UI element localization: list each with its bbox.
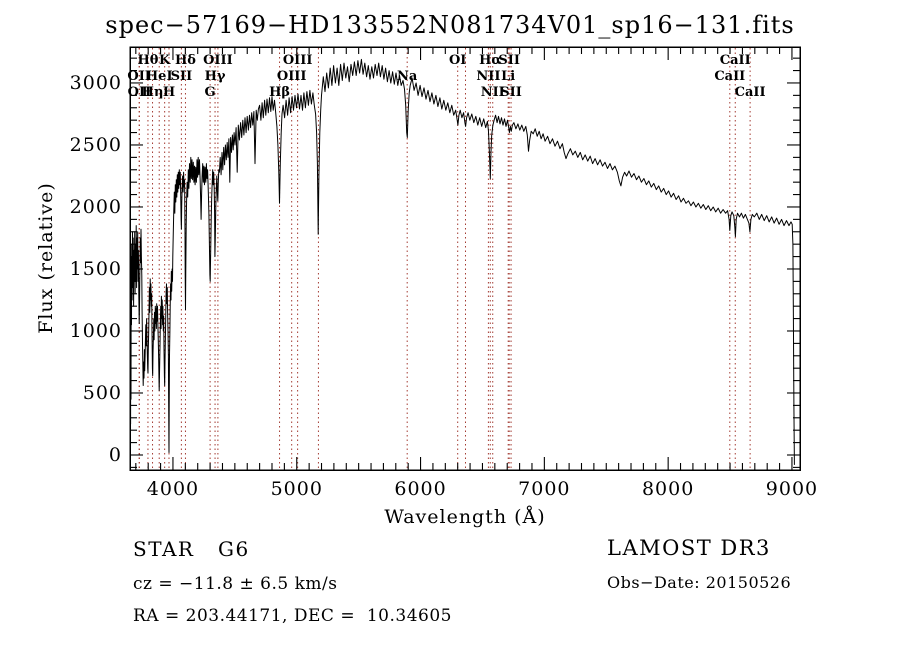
spectral-line-label: NII xyxy=(476,69,500,84)
plot-frame xyxy=(129,46,801,471)
spectral-line-label: Hβ xyxy=(269,85,290,100)
survey-label: LAMOST DR3 xyxy=(607,536,771,560)
spectral-line-label: Hη xyxy=(142,85,164,100)
x-axis-ticks xyxy=(135,47,793,470)
spectral-line-label: CaII xyxy=(720,53,751,68)
y-axis-label: Flux (relative) xyxy=(35,182,57,334)
spectral-line-label: Li xyxy=(501,69,515,84)
spectral-line-label: HeI xyxy=(146,69,173,84)
spectrum-trace xyxy=(129,58,795,465)
plot-title: spec−57169−HD133552N081734V01_sp16−131.f… xyxy=(105,11,795,39)
y-tick-labels: 0 500 1000 1500 2000 2500 3000 xyxy=(70,72,122,466)
spectral-line-label: Hθ xyxy=(137,53,158,68)
x-tick-label: 6000 xyxy=(394,478,446,500)
spectral-line-label: OIII xyxy=(277,69,307,84)
x-tick-label: 8000 xyxy=(642,478,694,500)
y-tick-label: 2000 xyxy=(70,196,122,218)
y-tick-label: 1000 xyxy=(70,320,122,342)
spectral-line-label: CaII xyxy=(714,69,745,84)
spectral-line-label: SII xyxy=(498,53,520,68)
spectral-line-label: OI xyxy=(449,53,466,68)
spectral-line-label: CaII xyxy=(735,85,766,100)
x-tick-label: 7000 xyxy=(518,478,570,500)
spectral-line-label: NII xyxy=(481,85,505,100)
spectral-line-label: K xyxy=(159,53,171,68)
spectral-line-labels: OIIOIIHθHηHeIKHSIIHδGHγOIIIHβOIIIOIIINaO… xyxy=(127,53,765,100)
ra-dec-label: RA = 203.44171, DEC = 10.34605 xyxy=(133,606,452,626)
y-tick-label: 3000 xyxy=(70,72,122,94)
spectral-line-label: Hγ xyxy=(205,69,226,84)
spectral-line-label: OII xyxy=(128,85,152,100)
x-tick-labels: 4000 5000 6000 7000 8000 9000 xyxy=(147,478,818,500)
spectral-line-label: G xyxy=(205,85,216,100)
object-class-label: STAR G6 xyxy=(133,537,250,561)
x-axis-label: Wavelength (Å) xyxy=(384,506,546,528)
y-tick-label: 500 xyxy=(83,382,122,404)
spectral-line-label: Hδ xyxy=(175,53,196,68)
spectral-line-label: SII xyxy=(500,85,522,100)
spectral-line-label: OIII xyxy=(283,53,313,68)
spectral-line-label: Hα xyxy=(479,53,501,68)
spectral-line-label: SII xyxy=(171,69,193,84)
spectral-line-label: H xyxy=(163,85,175,100)
obs-date-label: Obs−Date: 20150526 xyxy=(607,573,792,592)
cz-velocity-label: cz = −11.8 ± 6.5 km/s xyxy=(133,574,338,594)
spectral-line-markers xyxy=(138,48,751,469)
x-tick-label: 4000 xyxy=(147,478,199,500)
y-tick-label: 1500 xyxy=(70,258,122,280)
spectral-line-label: OIII xyxy=(203,53,233,68)
spectral-line-label: OII xyxy=(127,69,151,84)
x-tick-label: 5000 xyxy=(271,478,323,500)
y-tick-label: 0 xyxy=(109,444,122,466)
axes-frame xyxy=(129,46,801,471)
x-tick-label: 9000 xyxy=(766,478,818,500)
y-tick-label: 2500 xyxy=(70,134,122,156)
